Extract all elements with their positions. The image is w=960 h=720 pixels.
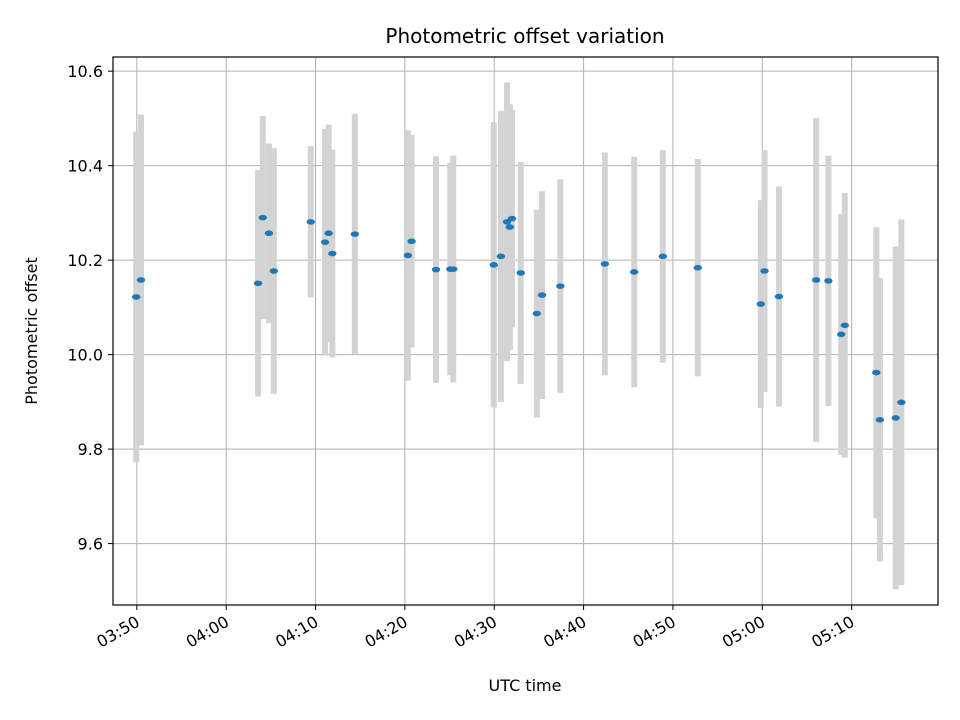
data-point <box>840 322 849 329</box>
data-point <box>449 266 458 272</box>
data-point <box>630 269 639 275</box>
data-point <box>320 239 330 245</box>
data-point <box>516 270 525 276</box>
data-point <box>496 253 506 260</box>
data-point <box>431 266 441 273</box>
data-point <box>407 238 416 245</box>
data-point <box>875 417 885 423</box>
y-tick-label: 9.6 <box>78 535 103 554</box>
data-point <box>693 264 702 271</box>
data-point <box>328 250 337 257</box>
data-point <box>253 280 263 287</box>
data-point <box>600 261 610 267</box>
data-point <box>507 215 517 222</box>
data-point <box>489 262 498 268</box>
data-point <box>891 415 900 421</box>
data-point <box>837 331 846 338</box>
plot-frame <box>112 56 939 606</box>
data-point <box>760 268 769 274</box>
data-point <box>264 230 274 237</box>
data-point <box>532 310 542 317</box>
y-tick-label: 10.0 <box>67 346 103 365</box>
chart-title: Photometric offset variation <box>385 24 664 48</box>
y-tick-label: 10.2 <box>67 251 103 270</box>
y-tick-label: 9.8 <box>78 440 103 459</box>
data-point <box>658 253 668 260</box>
y-axis-label: Photometric offset <box>22 257 41 405</box>
data-point <box>505 224 515 230</box>
data-point <box>324 230 333 237</box>
data-point <box>872 369 881 376</box>
data-point <box>306 219 315 225</box>
y-tick-label: 10.6 <box>67 62 103 81</box>
data-point <box>824 278 833 284</box>
grid <box>113 57 938 605</box>
data-point <box>556 283 565 289</box>
data-point <box>350 231 360 237</box>
data-point <box>811 277 821 283</box>
data-point <box>136 277 146 283</box>
data-point <box>403 252 413 259</box>
y-tick-label: 10.4 <box>67 157 103 176</box>
x-axis-label: UTC time <box>489 676 562 695</box>
data-point <box>258 214 268 221</box>
data-point <box>537 292 547 298</box>
data-point <box>774 293 784 300</box>
data-point <box>897 399 906 406</box>
y-axis: 9.6 9.8 10.0 10.2 10.4 10.6 <box>67 62 113 554</box>
data-point <box>269 268 279 274</box>
data-point <box>132 294 141 300</box>
data-points <box>132 214 906 423</box>
data-point <box>756 301 765 307</box>
